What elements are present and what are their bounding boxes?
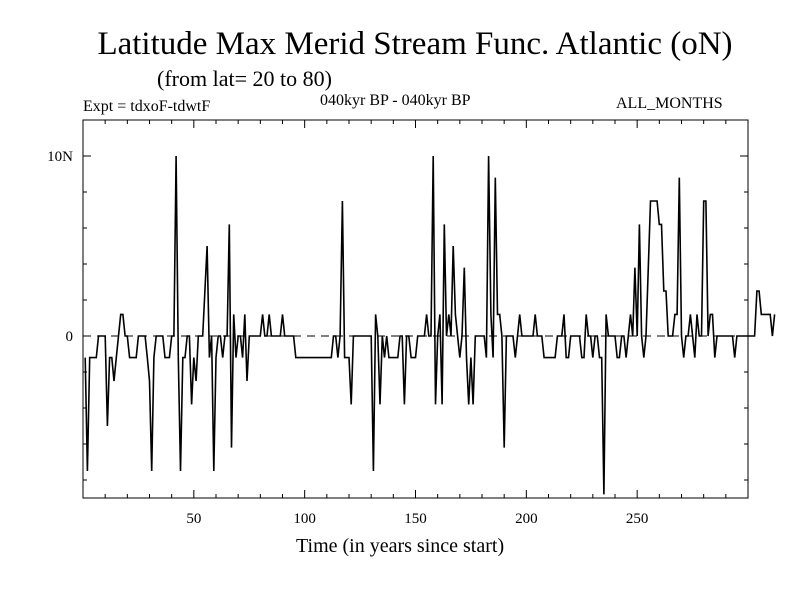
y-tick-label: 0 <box>66 329 74 345</box>
series-group <box>84 155 776 495</box>
series-line <box>84 155 776 495</box>
x-tick-label: 200 <box>515 511 538 527</box>
x-axis-label: Time (in years since start) <box>296 535 505 557</box>
months-label: ALL_MONTHS <box>616 95 723 112</box>
chart-subtitle: (from lat= 20 to 80) <box>157 66 332 91</box>
x-tick-label: 100 <box>293 511 316 527</box>
plot-frame <box>82 119 749 499</box>
period-label: 040kyr BP - 040kyr BP <box>320 92 471 109</box>
y-tick-label: 10N <box>47 149 73 165</box>
experiment-label: Expt = tdxoF-tdwtF <box>83 98 211 115</box>
x-tick-label: 50 <box>186 511 201 527</box>
x-tick-label: 150 <box>404 511 427 527</box>
axis-tick-labels: 50 100 150 200 250 10N 0 <box>47 149 648 527</box>
axis-ticks <box>83 119 748 498</box>
x-tick-label: 250 <box>626 511 649 527</box>
chart-title: Latitude Max Merid Stream Func. Atlantic… <box>97 26 733 62</box>
